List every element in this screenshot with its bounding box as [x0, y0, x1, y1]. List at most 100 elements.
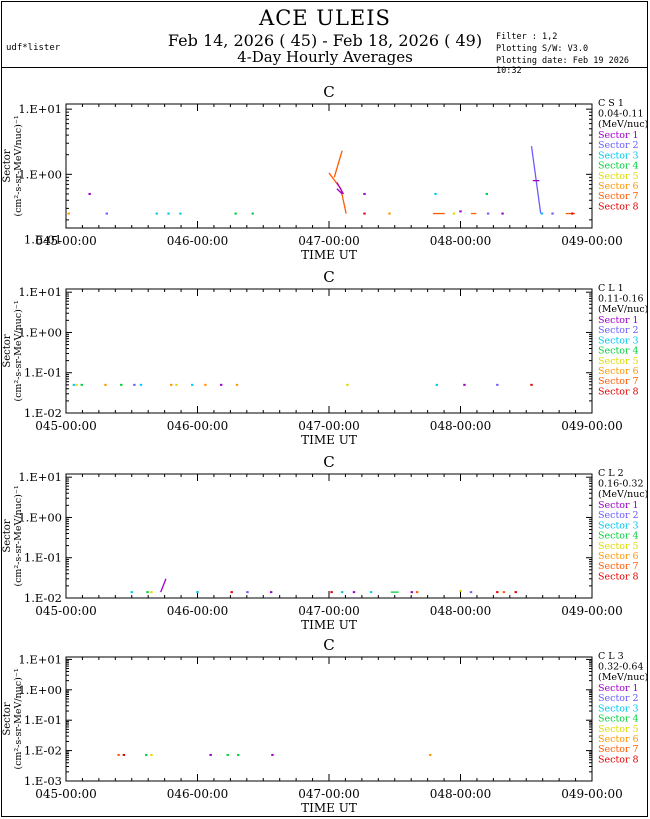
y-tick-label: 1.E+01	[18, 470, 62, 484]
y-tick-label: 1.E-01	[24, 551, 62, 565]
legend-entry: Sector 7	[598, 744, 639, 755]
y-axis-units: (cm²-s-sr-MeV/nuc)⁻¹	[13, 485, 24, 586]
x-axis-label: TIME UT	[301, 618, 357, 632]
legend-entry: Sector 2	[598, 325, 639, 336]
legend-title: (MeV/nuc)	[598, 119, 648, 130]
legend-entry: Sector 6	[598, 366, 639, 377]
plot-title: ACE ULEIS	[259, 6, 391, 30]
legend-title: 0.11-0.16	[598, 294, 644, 305]
legend-entry: Sector 3	[598, 520, 639, 531]
legend-entry: Sector 1	[598, 500, 639, 511]
chart-panel-3: C 1.E-02 1.E-01 1.E+00 1.E+01 045-00:00 046-00…	[2, 453, 648, 632]
x-tick-label: 048-00:00	[430, 787, 492, 801]
data-line	[530, 146, 542, 214]
x-tick-label: 049-00:00	[561, 234, 623, 248]
software-label: Plotting S/W: V3.0	[496, 44, 589, 54]
chart-panel-1: C 1.E-01 1.E+00 1.E+01 045-00:00 046-00:00 047…	[2, 83, 648, 262]
panel-title: C	[323, 453, 334, 471]
legend-entry: Sector 8	[598, 201, 639, 212]
legend-entry: Sector 8	[598, 386, 639, 397]
legend-entry: Sector 3	[598, 150, 639, 161]
legend-entry: Sector 1	[598, 315, 639, 326]
y-tick-label: 1.E+00	[18, 683, 62, 697]
y-tick-label: 1.E-01	[24, 713, 62, 727]
x-tick-label: 046-00:00	[167, 787, 229, 801]
legend-title: 0.16-0.32	[598, 479, 644, 490]
x-tick-label: 048-00:00	[430, 419, 492, 433]
x-tick-label: 049-00:00	[561, 787, 623, 801]
y-tick-label: 1.E-01	[24, 232, 62, 246]
y-tick-label: 1.E+01	[18, 102, 62, 116]
x-axis-label: TIME UT	[301, 248, 357, 262]
legend-entry: Sector 7	[598, 191, 639, 202]
legend-entry: Sector 4	[598, 531, 639, 542]
header-divider	[1, 67, 648, 68]
legend-entry: Sector 2	[598, 693, 639, 704]
axes-box	[65, 656, 593, 782]
legend-title: C L 1	[598, 283, 624, 294]
legend-entry: Sector 7	[598, 376, 639, 387]
panel-title: C	[323, 83, 334, 101]
x-tick-label: 048-00:00	[430, 234, 492, 248]
y-axis-label: Sector	[2, 334, 13, 367]
legend-entry: Sector 4	[598, 714, 639, 725]
legend-entry: Sector 6	[598, 181, 639, 192]
panel-title: C	[323, 268, 334, 286]
x-tick-label: 046-00:00	[167, 234, 229, 248]
legend-entry: Sector 3	[598, 335, 639, 346]
legend-entry: Sector 3	[598, 703, 639, 714]
legend-entry: Sector 7	[598, 561, 639, 572]
x-tick-label: 045-00:00	[35, 419, 97, 433]
y-tick-label: 1.E-02	[24, 406, 62, 420]
x-tick-label: 046-00:00	[167, 604, 229, 618]
legend-entry: Sector 5	[598, 541, 639, 552]
x-tick-label: 046-00:00	[167, 419, 229, 433]
y-tick-label: 1.E+01	[18, 285, 62, 299]
y-tick-label: 1.E+00	[18, 167, 62, 181]
axes-box	[65, 288, 593, 414]
panel-title: C	[323, 636, 334, 654]
x-tick-label: 049-00:00	[561, 604, 623, 618]
x-tick-label: 047-00:00	[298, 604, 360, 618]
plot-subtitle: 4-Day Hourly Averages	[237, 48, 413, 66]
legend-entry: Sector 6	[598, 551, 639, 562]
legend-entry: Sector 5	[598, 356, 639, 367]
axes-box	[65, 473, 593, 599]
legend-entry: Sector 2	[598, 140, 639, 151]
legend-title: (MeV/nuc)	[598, 304, 648, 315]
x-tick-label: 047-00:00	[298, 419, 360, 433]
legend-entry: Sector 8	[598, 754, 639, 765]
legend-title: 0.04-0.11	[598, 109, 644, 120]
y-tick-label: 1.E+01	[18, 652, 62, 666]
y-tick-label: 1.E-03	[24, 774, 62, 788]
legend-entry: Sector 2	[598, 510, 639, 521]
x-tick-label: 047-00:00	[298, 787, 360, 801]
y-tick-label: 1.E-02	[24, 591, 62, 605]
legend-title: (MeV/nuc)	[598, 672, 648, 683]
legend-entry: Sector 1	[598, 130, 639, 141]
y-axis-units: (cm²-s-sr-MeV/nuc)⁻¹	[13, 668, 24, 769]
axes-box	[65, 103, 593, 229]
x-tick-label: 045-00:00	[35, 604, 97, 618]
y-axis-units: (cm²-s-sr-MeV/nuc)⁻¹	[13, 115, 24, 216]
filter-label: Filter : 1,2	[496, 32, 558, 42]
plot-date-label: Plotting date: Feb 19 2026 10:32	[496, 56, 630, 76]
y-axis-label: Sector	[2, 702, 13, 735]
legend-entry: Sector 1	[598, 683, 639, 694]
legend-entry: Sector 4	[598, 161, 639, 172]
legend-entry: Sector 8	[598, 571, 639, 582]
y-tick-label: 1.E+00	[18, 325, 62, 339]
y-tick-label: 1.E-02	[24, 744, 62, 758]
data-line	[336, 188, 343, 195]
y-axis-label: Sector	[2, 519, 13, 552]
user-label: udf*lister	[6, 43, 61, 53]
x-tick-label: 045-00:00	[35, 234, 97, 248]
y-tick-label: 1.E-01	[24, 366, 62, 380]
legend-title: C S 1	[598, 98, 624, 109]
data-line	[333, 150, 343, 178]
x-axis-label: TIME UT	[301, 801, 357, 815]
chart-panel-2: C 1.E-02 1.E-01 1.E+00 1.E+01 045-00:00 046-00…	[2, 268, 648, 447]
x-tick-label: 049-00:00	[561, 419, 623, 433]
